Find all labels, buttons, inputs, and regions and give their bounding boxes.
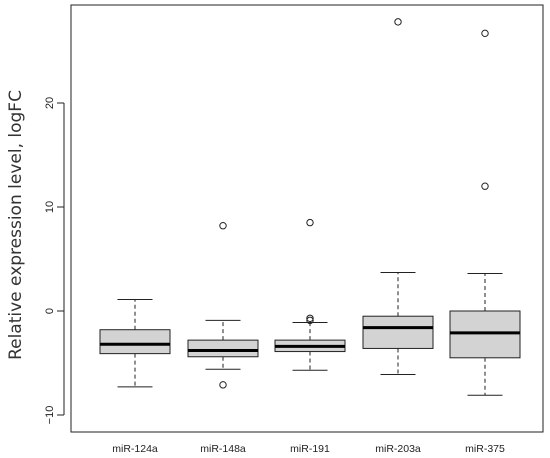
box-group (274, 218, 346, 371)
plot-frame (70, 4, 544, 433)
box-group (187, 222, 259, 389)
iqr-box (362, 315, 434, 349)
x-category-label: miR-203a (375, 443, 421, 455)
y-axis-title: Relative expression level, logFC (6, 90, 26, 360)
outlier-point (481, 182, 489, 190)
outlier-point (481, 29, 489, 38)
x-axis-labels: miR-124a miR-148a miR-191 miR-203a miR-375 (112, 443, 505, 455)
iqr-box (187, 339, 259, 358)
outlier-point (219, 381, 227, 389)
y-tick-label: 20 (44, 97, 56, 109)
iqr-box (449, 310, 521, 359)
outlier-point (306, 314, 314, 322)
y-tick-label: 0 (44, 308, 56, 314)
y-axis-ticks: −10 0 10 20 (44, 97, 64, 424)
box-group (99, 299, 171, 388)
box-group (362, 18, 434, 375)
iqr-box (99, 329, 171, 355)
x-category-label: miR-124a (112, 443, 158, 455)
outlier-point (306, 218, 314, 227)
x-category-label: miR-375 (465, 443, 505, 455)
boxes (99, 18, 521, 396)
box-group (449, 29, 521, 396)
x-category-label: miR-191 (290, 443, 330, 455)
outlier-point (219, 222, 227, 230)
y-tick-label: −10 (44, 406, 56, 425)
outlier-point (306, 316, 314, 325)
y-tick-label: 10 (44, 201, 56, 213)
x-category-label: miR-148a (200, 443, 246, 455)
outlier-point (394, 18, 402, 26)
